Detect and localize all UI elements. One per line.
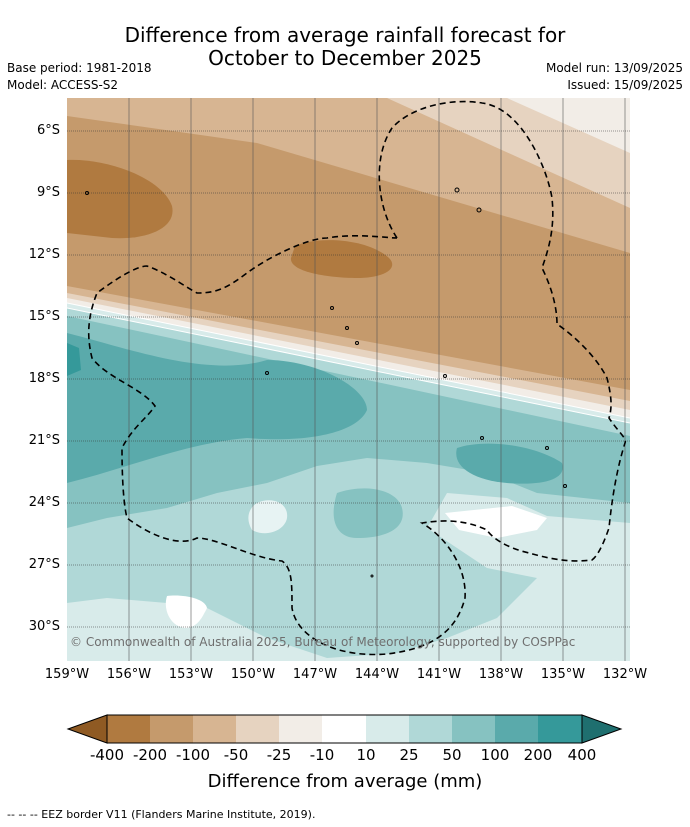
lon-label: 153°W <box>168 667 214 682</box>
colorbar-tick: -100 <box>175 746 211 764</box>
lat-label: 24°S <box>28 495 60 510</box>
colorbar-tick: 200 <box>523 746 553 764</box>
colorbar-tick: -25 <box>266 746 292 764</box>
contour-line-2 <box>67 307 630 424</box>
colorbar-extend-high <box>581 714 623 744</box>
patch-neutral-1 <box>445 506 547 538</box>
lon-label: 144°W <box>354 667 400 682</box>
colorbar-segment <box>236 715 279 743</box>
contour-line-1 <box>67 302 630 419</box>
colorbar-segment <box>366 715 409 743</box>
eez-footnote: -- -- -- EEZ border V11 (Flanders Marine… <box>7 808 316 821</box>
colorbar-segment <box>107 715 150 743</box>
base-period: Base period: 1981-2018 <box>7 61 152 75</box>
patch-neutral-2 <box>165 595 207 628</box>
colorbar-tick: -200 <box>132 746 168 764</box>
lon-label: 135°W <box>540 667 586 682</box>
colorbar-tick: 50 <box>442 746 462 764</box>
blob-dry-400 <box>67 159 173 239</box>
title-line-2: October to December 2025 <box>208 46 482 70</box>
title-line-1: Difference from average rainfall forecas… <box>124 23 566 47</box>
island-markers <box>85 187 567 578</box>
model-name: Model: ACCESS-S2 <box>7 78 119 92</box>
lat-label: 15°S <box>28 309 60 324</box>
band-wet-100 <box>67 333 367 483</box>
blob-dry-400-b <box>290 240 393 278</box>
lat-label: 6°S <box>36 123 60 138</box>
lon-label: 156°W <box>106 667 152 682</box>
model-run: Model run: 13/09/2025 <box>545 61 683 75</box>
blob-wet-50-b <box>333 488 403 538</box>
colorbar-tick: 10 <box>356 746 376 764</box>
colorbar-tick: -10 <box>309 746 335 764</box>
lon-label: 150°W <box>230 667 276 682</box>
colorbar-segment <box>322 715 366 743</box>
colorbar-segment <box>495 715 538 743</box>
colorbar-tick: -400 <box>89 746 125 764</box>
colorbar-title: Difference from average (mm) <box>207 771 483 792</box>
colorbar <box>66 714 623 744</box>
colorbar-tick: 25 <box>399 746 419 764</box>
lat-label: 21°S <box>28 433 60 448</box>
lat-label: 18°S <box>28 371 60 386</box>
graticule <box>128 98 626 661</box>
meta-right: Model run: 13/09/2025 Issued: 15/09/2025 <box>546 60 683 94</box>
colorbar-tick: 400 <box>567 746 597 764</box>
patch-neutral-3 <box>248 500 288 534</box>
lon-label: 138°W <box>478 667 524 682</box>
copyright-notice: © Commonwealth of Australia 2025, Bureau… <box>70 635 576 649</box>
blob-wet-200 <box>67 343 81 376</box>
issued-date: Issued: 15/09/2025 <box>567 78 683 92</box>
lon-label: 132°W <box>602 667 648 682</box>
lat-label: 9°S <box>36 185 60 200</box>
blob-wet-100-b <box>456 443 563 484</box>
lon-label: 141°W <box>416 667 462 682</box>
colorbar-segment <box>409 715 452 743</box>
colorbar-segment <box>452 715 495 743</box>
lat-label: 27°S <box>28 557 60 572</box>
colorbar-tick: 100 <box>480 746 510 764</box>
lat-label: 30°S <box>28 619 60 634</box>
lon-label: 159°W <box>44 667 90 682</box>
chart-title: Difference from average rainfall forecas… <box>0 24 690 70</box>
colorbar-tick: -50 <box>223 746 249 764</box>
colorbar-extend-low <box>66 714 108 744</box>
colorbar-segment <box>279 715 322 743</box>
eez-border <box>87 100 627 656</box>
colorbar-segment <box>538 715 582 743</box>
colorbar-segment <box>193 715 236 743</box>
meta-left: Base period: 1981-2018 Model: ACCESS-S2 <box>7 60 152 94</box>
rainfall-map <box>67 98 630 661</box>
colorbar-segment <box>150 715 193 743</box>
lat-label: 12°S <box>28 247 60 262</box>
lon-label: 147°W <box>292 667 338 682</box>
